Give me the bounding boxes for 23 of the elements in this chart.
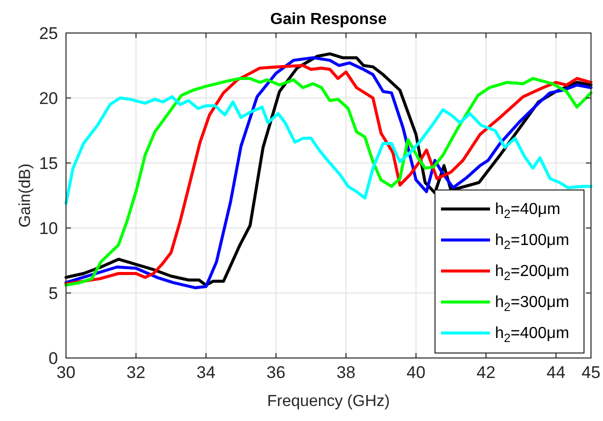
- y-axis-title: Gain(dB): [17, 163, 34, 228]
- x-tick-label: 44: [546, 363, 566, 382]
- x-tick-label: 30: [56, 363, 76, 382]
- x-tick-label: 38: [336, 363, 356, 382]
- y-tick-label: 15: [39, 154, 58, 173]
- x-tick-label: 45: [582, 363, 600, 382]
- y-tick-label: 10: [39, 219, 58, 238]
- x-tick-label: 32: [126, 363, 146, 382]
- legend-label: h$_{2}$=40μm: [495, 201, 560, 221]
- chart-title: Gain Response: [270, 11, 387, 28]
- x-tick-label: 40: [406, 363, 426, 382]
- legend-label: h$_{2}$=400μm: [495, 325, 570, 345]
- legend-label: h$_{2}$=300μm: [495, 294, 570, 314]
- x-tick-label: 42: [476, 363, 496, 382]
- x-axis-title: Frequency (GHz): [267, 393, 390, 410]
- legend-label: h$_{2}$=100μm: [495, 232, 570, 252]
- y-tick-label: 25: [39, 24, 58, 43]
- y-tick-label: 20: [39, 89, 58, 108]
- y-tick-label: 0: [48, 349, 58, 368]
- x-tick-label: 34: [196, 363, 216, 382]
- legend-label: h$_{2}$=200μm: [495, 263, 570, 283]
- y-tick-label: 5: [48, 284, 58, 303]
- x-tick-label: 36: [266, 363, 286, 382]
